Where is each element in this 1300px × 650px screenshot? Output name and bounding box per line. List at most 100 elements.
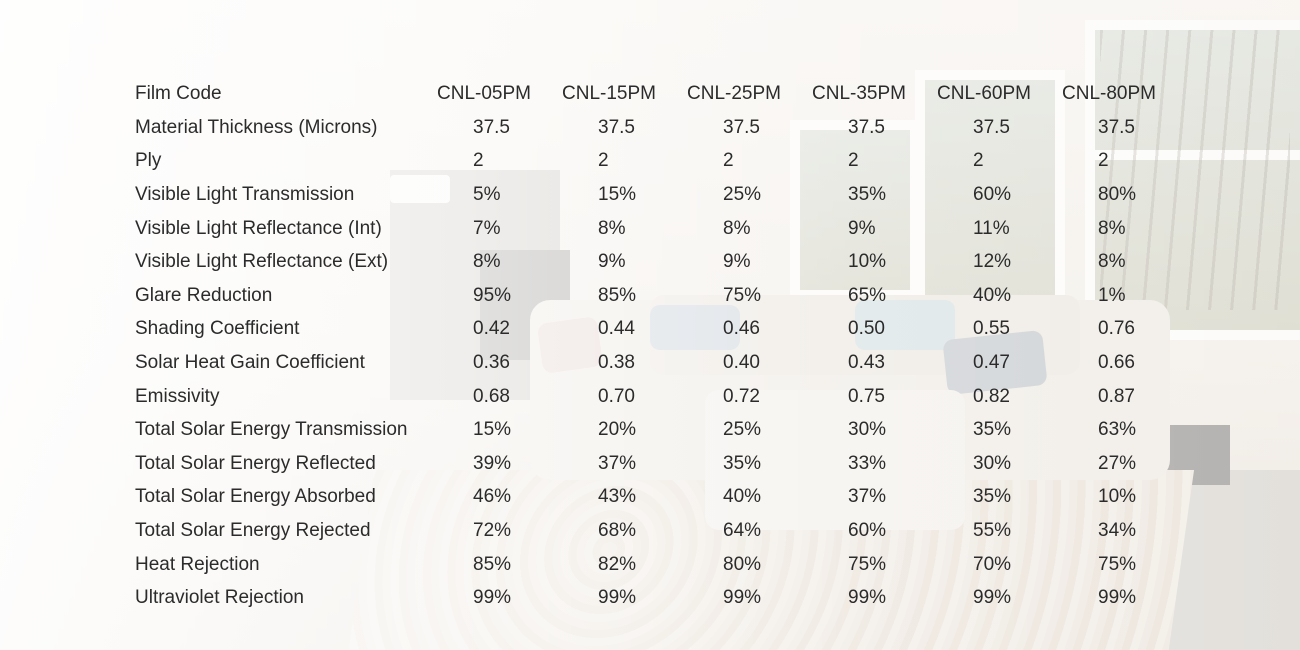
table-cell: 0.55 [973, 318, 1010, 340]
table-cell: 80% [723, 553, 762, 575]
table-cell: 30% [848, 419, 887, 441]
table-cell: 40% [973, 284, 1012, 306]
table-cell: 8% [1098, 251, 1126, 273]
table-row: Total Solar Energy Reflected 39% 37% 35% 33%… [128, 447, 1180, 481]
table-cell: 63% [1098, 419, 1137, 441]
table-cell: 82% [598, 553, 637, 575]
table-cell: 2 [1098, 150, 1109, 172]
table-cell: 0.87 [1098, 385, 1135, 407]
column-header: Film Code [135, 83, 222, 105]
table-cell: 8% [598, 217, 626, 239]
table-cell: 72% [473, 520, 512, 542]
table-row: Ultraviolet Rejection 99% 99% 99% 99% 99% 99% [128, 581, 1180, 615]
table-cell: 0.46 [723, 318, 760, 340]
table-cell: 75% [848, 553, 887, 575]
table-cell: 37.5 [973, 116, 1010, 138]
table-cell: 15% [598, 184, 637, 206]
table-cell: 7% [473, 217, 501, 239]
table-cell: 20% [598, 419, 637, 441]
table-cell: 37.5 [598, 116, 635, 138]
table-row: Visible Light Transmission 5% 15% 25% 35% 60%… [128, 178, 1180, 212]
table-cell: 37.5 [473, 116, 510, 138]
table-cell: 68% [598, 520, 637, 542]
table-cell: 60% [848, 520, 887, 542]
table-cell: 65% [848, 284, 887, 306]
table-cell: 95% [473, 284, 512, 306]
table-cell: 43% [598, 486, 637, 508]
table-row: Total Solar Energy Absorbed 46% 43% 40% 37% 3… [128, 480, 1180, 514]
row-label: Glare Reduction [135, 284, 273, 306]
table-cell: 64% [723, 520, 762, 542]
table-cell: 9% [598, 251, 626, 273]
table-cell: 0.82 [973, 385, 1010, 407]
table-cell: 5% [473, 184, 501, 206]
table-row: Total Solar Energy Rejected 72% 68% 64% 60% 5… [128, 514, 1180, 548]
row-label: Total Solar Energy Transmission [135, 419, 408, 441]
table-cell: 10% [1098, 486, 1137, 508]
table-cell: 37.5 [848, 116, 885, 138]
table-cell: 25% [723, 184, 762, 206]
table-cell: 99% [723, 587, 762, 609]
column-header: CNL-60PM [937, 83, 1031, 105]
row-label: Heat Rejection [135, 553, 260, 575]
table-cell: 85% [598, 284, 637, 306]
table-cell: 11% [973, 217, 1010, 239]
table-cell: 0.36 [473, 352, 510, 374]
table-cell: 30% [973, 452, 1012, 474]
table-cell: 99% [848, 587, 887, 609]
table-cell: 37% [848, 486, 887, 508]
table-cell: 35% [723, 452, 762, 474]
row-label: Ultraviolet Rejection [135, 587, 304, 609]
column-header: CNL-05PM [437, 83, 531, 105]
table-cell: 0.38 [598, 352, 635, 374]
table-cell: 0.68 [473, 385, 510, 407]
table-cell: 99% [973, 587, 1012, 609]
table-row: Material Thickness (Microns) 37.5 37.5 37.5… [128, 111, 1180, 145]
table-cell: 75% [723, 284, 762, 306]
table-cell: 9% [723, 251, 751, 273]
table-cell: 1% [1098, 284, 1126, 306]
table-cell: 10% [848, 251, 887, 273]
row-label: Shading Coefficient [135, 318, 300, 340]
table-cell: 37.5 [723, 116, 760, 138]
table-cell: 60% [973, 184, 1012, 206]
table-row: Total Solar Energy Transmission 15% 20% 25%… [128, 413, 1180, 447]
row-label: Material Thickness (Microns) [135, 116, 378, 138]
table-cell: 40% [723, 486, 762, 508]
table-cell: 85% [473, 553, 512, 575]
table-cell: 25% [723, 419, 762, 441]
table-row: Solar Heat Gain Coefficient 0.36 0.38 0.40 0… [128, 346, 1180, 380]
table-cell: 2 [598, 150, 609, 172]
table-cell: 39% [473, 452, 512, 474]
row-label: Ply [135, 150, 162, 172]
table-cell: 0.72 [723, 385, 760, 407]
column-header: CNL-35PM [812, 83, 906, 105]
table-cell: 0.44 [598, 318, 635, 340]
table-cell: 99% [1098, 587, 1137, 609]
column-header: CNL-15PM [562, 83, 656, 105]
table-cell: 34% [1098, 520, 1137, 542]
table-cell: 46% [473, 486, 512, 508]
table-cell: 55% [973, 520, 1012, 542]
table-cell: 9% [848, 217, 876, 239]
table-cell: 0.75 [848, 385, 885, 407]
row-label: Total Solar Energy Absorbed [135, 486, 376, 508]
row-label: Solar Heat Gain Coefficient [135, 352, 365, 374]
table-row: Glare Reduction 95% 85% 75% 65% 40% 1% [128, 279, 1180, 313]
table-row: Heat Rejection 85% 82% 80% 75% 70% 75% [128, 547, 1180, 581]
table-cell: 2 [723, 150, 734, 172]
column-header: CNL-80PM [1062, 83, 1156, 105]
row-label: Total Solar Energy Rejected [135, 520, 371, 542]
table-cell: 12% [973, 251, 1012, 273]
table-cell: 99% [473, 587, 512, 609]
table-row: Emissivity 0.68 0.70 0.72 0.75 0.82 0.87 [128, 379, 1180, 413]
table-cell: 8% [1098, 217, 1126, 239]
table-row: Visible Light Reflectance (Ext) 8% 9% 9% 10%… [128, 245, 1180, 279]
column-header: CNL-25PM [687, 83, 781, 105]
table-cell: 2 [848, 150, 859, 172]
table-cell: 80% [1098, 184, 1137, 206]
table-cell: 37.5 [1098, 116, 1135, 138]
table-cell: 0.47 [973, 352, 1010, 374]
